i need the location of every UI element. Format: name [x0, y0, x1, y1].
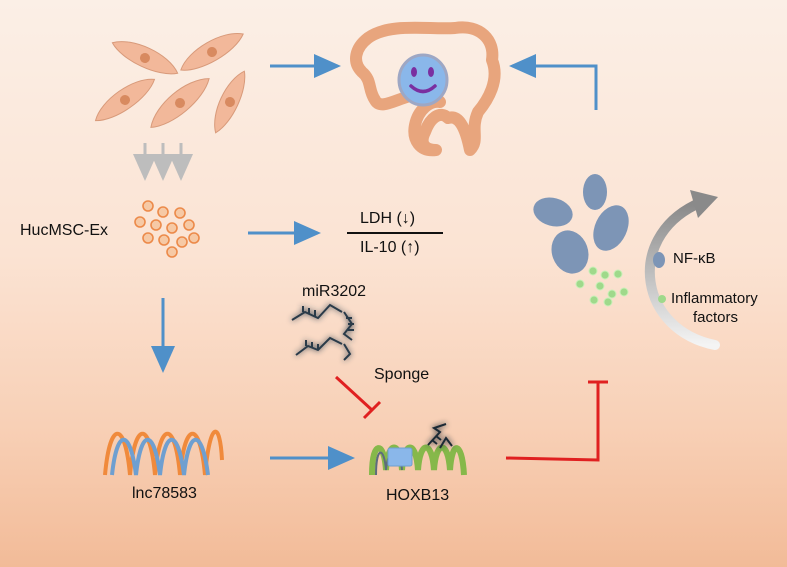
ratio-divider	[347, 232, 443, 234]
smiley-face-icon	[397, 53, 449, 107]
curved-arrow	[644, 190, 720, 350]
sponge-label: Sponge	[374, 366, 430, 383]
il10-label: IL-10 (↑)	[360, 239, 420, 256]
stem-cell	[214, 70, 246, 134]
inhibition-lines	[334, 375, 608, 462]
nfkb-particle	[551, 230, 589, 274]
hoxb13-label: HOXB13	[386, 487, 450, 504]
legend-nfkb-icon	[653, 252, 665, 268]
mir3202-label: miR3202	[302, 283, 367, 300]
grey-down-arrows	[133, 143, 193, 181]
inflammatory-factor-dots	[575, 266, 629, 307]
arrow-inflammation-to-damaged	[509, 54, 598, 110]
stem-cell	[94, 78, 156, 122]
legend-factors-label: factors	[693, 309, 739, 326]
nfkb-particle	[593, 205, 629, 251]
stem-cell	[111, 41, 179, 75]
stem-cells-group	[94, 32, 246, 134]
legend-factor-icon	[658, 295, 666, 303]
hoxb13-inhibits-inflammation	[505, 382, 600, 462]
legend-nfkb-label: NF-κB	[673, 250, 716, 267]
nfkb-particle	[533, 197, 573, 227]
hucmsc-ex-label: HucMSC-Ex	[20, 222, 109, 239]
mir-inhibits-hoxb13	[334, 375, 374, 412]
hoxb13-gene	[369, 423, 467, 476]
mir3202-strands	[291, 303, 354, 361]
legend-inflammatory-label: Inflammatory	[671, 290, 758, 307]
inflammation-cluster	[533, 174, 629, 307]
lnc78583-label: lnc78583	[132, 485, 197, 502]
exosome-cluster	[134, 200, 200, 258]
damaged-cell	[350, 21, 501, 157]
blue-arrows	[151, 54, 598, 470]
ldh-label: LDH (↓)	[360, 210, 416, 227]
stem-cell	[180, 32, 244, 71]
nfkb-particle	[583, 174, 607, 210]
lnc78583-helix	[103, 429, 224, 476]
stem-cell	[150, 78, 210, 128]
